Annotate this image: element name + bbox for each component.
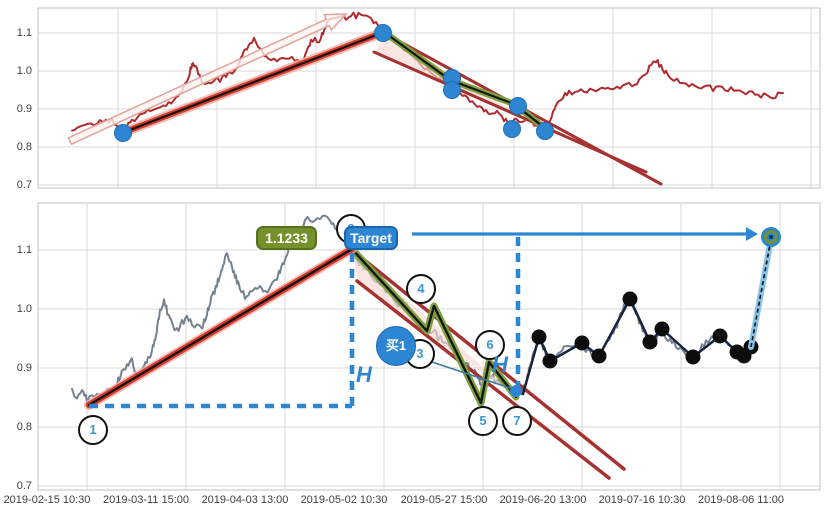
trend-up-core <box>87 247 354 407</box>
target-marker-ring <box>764 230 778 244</box>
black-dot <box>712 328 728 344</box>
jump-line-core <box>750 238 772 348</box>
blue-dot <box>503 120 521 138</box>
y-tick-label: 0.9 <box>16 103 32 115</box>
target-label[interactable]: Target <box>344 226 398 250</box>
swing-circle-5: 5 <box>468 406 498 436</box>
trend-down-core <box>382 30 548 131</box>
swing-circle-1: 1 <box>78 415 108 445</box>
zigzag-core <box>350 247 518 405</box>
x-tick-label: 2019-07-16 10:30 <box>598 494 686 506</box>
buy1-badge[interactable]: 买1 <box>376 326 416 366</box>
y-tick-label: 0.7 <box>16 179 32 191</box>
y-tick-label: 0.9 <box>16 362 32 374</box>
blue-dot <box>509 97 527 115</box>
black-dot <box>654 321 670 337</box>
x-tick-label: 2019-05-27 15:00 <box>400 494 488 506</box>
x-tick-label: 2019-04-03 13:00 <box>201 494 289 506</box>
x-tick-label: 2019-06-20 13:00 <box>499 494 587 506</box>
target-marker-dot <box>769 235 773 239</box>
swing-circle-7: 7 <box>502 406 532 436</box>
y-tick-label: 1.0 <box>16 303 32 315</box>
blue-dot <box>443 81 461 99</box>
black-dot <box>574 335 590 351</box>
black-dot <box>642 334 658 350</box>
swing-circle-6: 6 <box>475 330 505 360</box>
blue-endpoint-dot <box>510 385 522 397</box>
pink-wedge <box>353 252 520 400</box>
x-tick-label: 2019-03-11 15:00 <box>102 494 190 506</box>
swing-circle-4: 4 <box>406 274 436 304</box>
x-tick-label: 2019-08-06 11:00 <box>697 494 785 506</box>
h-measure-label-1: H <box>356 362 372 387</box>
blue-dot <box>536 122 554 140</box>
outline-arrow-icon <box>67 13 348 146</box>
y-tick-label: 0.7 <box>16 480 32 492</box>
y-tick-label: 1.0 <box>16 65 32 77</box>
x-tick-label: 2019-05-02 10:30 <box>300 494 388 506</box>
blue-dot <box>374 24 392 42</box>
black-dot <box>531 329 547 345</box>
black-dot <box>591 348 607 364</box>
trend-up-core <box>120 30 386 135</box>
fan-line <box>372 50 648 174</box>
h-measure-label-2: H <box>492 352 508 377</box>
black-dot <box>542 353 558 369</box>
y-tick-label: 0.8 <box>16 421 32 433</box>
y-tick-label: 0.8 <box>16 141 32 153</box>
blue-dot <box>114 124 132 142</box>
y-tick-label: 1.1 <box>16 27 32 39</box>
y-tick-label: 1.1 <box>16 244 32 256</box>
peak-price-label[interactable]: 1.1233 <box>256 226 317 250</box>
target-arrowhead <box>746 227 758 241</box>
black-dot <box>685 349 701 365</box>
x-tick-label: 2019-02-15 10:30 <box>3 494 91 506</box>
black-dot <box>622 291 638 307</box>
